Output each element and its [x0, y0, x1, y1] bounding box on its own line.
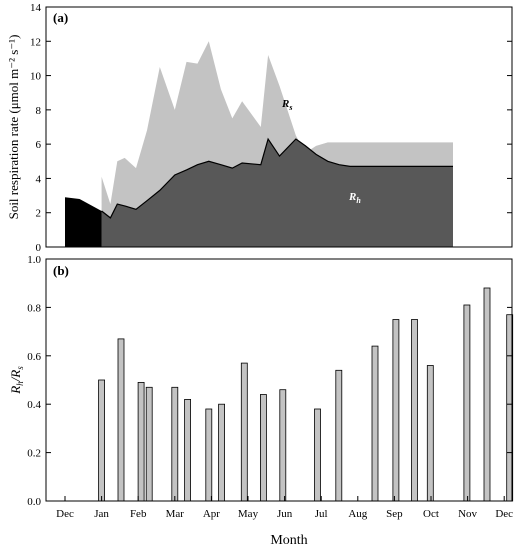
rh-label-sub: h	[356, 196, 361, 205]
panel-b-ratio: 0.0 0.2 0.4 0.6 0.8 1.0 Dec Jan Feb Mar Apr May Jun…	[8, 254, 513, 548]
ratio-bar	[463, 304, 471, 502]
panel-b-frame	[45, 258, 513, 502]
ratio-bar	[184, 398, 192, 502]
panel-b-x-axis-label: Month	[270, 533, 307, 548]
ratio-bar	[145, 386, 153, 502]
x-tick-label: Feb	[130, 508, 147, 520]
y-tick-label: 0.2	[27, 448, 41, 460]
panel-b-label: (b)	[53, 263, 69, 278]
x-tick-label: Jan	[94, 508, 109, 520]
ratio-bar	[426, 365, 434, 502]
y-tick-label: 0.6	[27, 351, 41, 363]
panel-b-x-ticks: Dec Jan Feb Mar Apr May Jun Jul Aug Sep Oct Nov Dec	[56, 496, 513, 520]
rs-label-sub: s	[288, 103, 292, 112]
rh-line	[101, 137, 453, 219]
ratio-bar	[314, 408, 321, 502]
ratio-bar	[205, 408, 213, 502]
x-tick-label: Oct	[423, 508, 439, 520]
rh-label-main: R	[348, 191, 356, 203]
rh-series-label: Rh	[348, 191, 361, 205]
ratio-bar	[483, 287, 491, 502]
ratio-bar	[240, 362, 248, 502]
y-tick-label: 12	[30, 36, 41, 48]
panel-a-y-ticks: 0 2 4 6 8 10 12 14	[30, 2, 512, 254]
ratio-bar	[117, 338, 125, 502]
x-tick-label: Dec	[56, 508, 74, 520]
panel-b-y-axis-label: Rh/Rs	[8, 366, 25, 395]
area-winter	[65, 197, 102, 247]
area-rh	[101, 139, 453, 247]
ratio-bar	[411, 319, 418, 502]
x-tick-label: May	[238, 508, 259, 520]
x-tick-label: Nov	[458, 508, 477, 520]
ratio-bar	[392, 319, 400, 502]
ratio-bar	[137, 381, 145, 502]
ratio-bar	[259, 394, 267, 502]
x-tick-label: Apr	[203, 508, 220, 520]
x-tick-label: Dec	[495, 508, 513, 520]
panel-a-label: (a)	[53, 10, 68, 25]
panel-a-frame	[45, 6, 513, 248]
x-tick-label: Sep	[386, 508, 403, 520]
ratio-bar	[171, 386, 179, 502]
panel-a-areas	[65, 41, 453, 247]
y-tick-label: 0.4	[27, 399, 41, 411]
panel-a-y-axis-label: Soil respiration rate (μmol m⁻² s⁻¹)	[6, 35, 21, 220]
x-tick-label: Mar	[166, 508, 185, 520]
ratio-bar	[279, 389, 287, 502]
x-tick-label: Jun	[277, 508, 293, 520]
ratio-bar	[98, 379, 105, 502]
y-tick-label: 4	[36, 173, 42, 185]
y-tick-label: 14	[30, 2, 42, 14]
panel-a-soil-respiration: 0 2 4 6 8 10 12 14 (a) Soil respiration rate (μ…	[6, 2, 513, 254]
y-tick-label: 8	[36, 105, 42, 117]
y-tick-label: 0	[36, 242, 42, 254]
rs-label-main: R	[281, 98, 289, 110]
ratio-bar	[218, 403, 226, 502]
rs-series-label: Rs	[281, 98, 292, 112]
ratio-bar	[335, 369, 343, 502]
y-tick-label: 1.0	[27, 254, 41, 266]
ylabel-sep: /R	[8, 370, 23, 383]
y-tick-label: 6	[36, 139, 42, 151]
panel-b-y-ticks: 0.0 0.2 0.4 0.6 0.8 1.0	[27, 254, 512, 508]
ylabel-sub-s: s	[15, 366, 25, 370]
x-tick-label: Jul	[315, 508, 328, 520]
ylabel-sub-h: h	[15, 381, 25, 386]
ratio-bar	[371, 345, 379, 502]
y-tick-label: 2	[36, 208, 42, 220]
y-tick-label: 0.8	[27, 302, 41, 314]
x-tick-label: Aug	[348, 508, 367, 520]
y-tick-label: 0.0	[27, 496, 41, 508]
ylabel-main: R	[8, 386, 23, 395]
panel-b-bars	[98, 287, 514, 502]
y-tick-label: 10	[30, 71, 42, 83]
